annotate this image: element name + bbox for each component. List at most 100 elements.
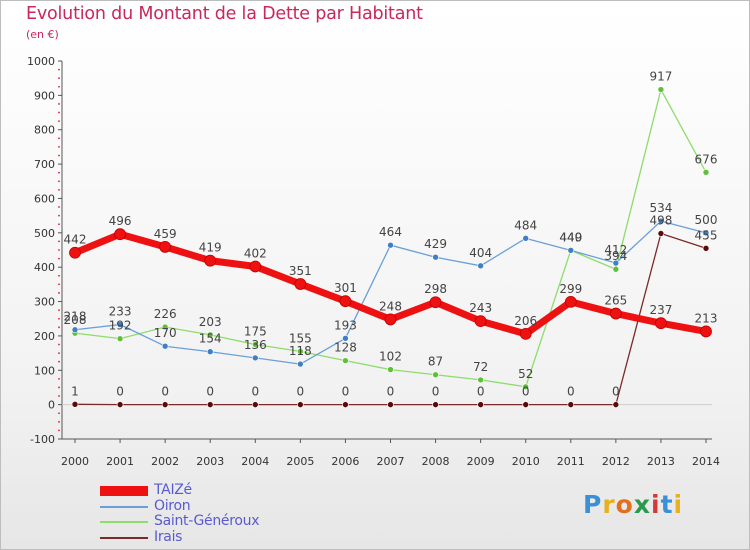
legend-swatch-oiron <box>100 506 148 508</box>
data-point <box>339 295 352 308</box>
legend-label-taize: TAIZé <box>154 482 192 498</box>
data-label: 0 <box>477 385 485 399</box>
y-minor-tick <box>58 206 60 208</box>
data-label: 412 <box>604 243 627 257</box>
x-tick-label: 2006 <box>331 455 359 468</box>
data-point <box>161 342 169 350</box>
data-point <box>702 244 710 252</box>
data-point <box>294 278 307 290</box>
logo-letter: i <box>651 490 661 519</box>
y-minor-tick <box>58 188 60 191</box>
data-label: 0 <box>387 385 395 399</box>
x-tick-label: 2008 <box>422 455 450 468</box>
y-minor-tick <box>58 146 60 148</box>
logo-letter: x <box>633 490 651 519</box>
y-tick-label: 400 <box>34 261 55 274</box>
y-minor-tick <box>58 68 60 71</box>
data-point <box>657 217 665 225</box>
data-point <box>387 366 394 373</box>
y-tick-label: 100 <box>34 364 55 377</box>
data-label: 419 <box>199 241 222 255</box>
data-label: 299 <box>559 282 582 296</box>
legend-label-oiron: Oiron <box>154 498 191 514</box>
data-point <box>342 357 349 364</box>
data-point <box>116 401 124 408</box>
data-label: 0 <box>567 385 575 399</box>
data-label: 298 <box>424 282 447 296</box>
data-point <box>522 401 530 408</box>
y-tick-label: 800 <box>34 124 55 137</box>
data-point <box>519 327 532 340</box>
data-point <box>567 401 575 408</box>
data-point <box>564 295 577 308</box>
y-minor-tick <box>58 326 60 329</box>
data-label: 394 <box>604 249 627 263</box>
y-minor-tick <box>58 249 60 251</box>
data-label: 404 <box>469 246 492 260</box>
data-label: 0 <box>116 385 124 399</box>
data-label: 72 <box>473 360 488 374</box>
data-label: 498 <box>649 214 672 228</box>
data-point <box>702 229 710 237</box>
data-label: 136 <box>244 338 267 352</box>
data-point <box>251 354 259 362</box>
y-minor-tick <box>58 257 60 260</box>
data-label: 226 <box>154 307 177 321</box>
data-label: 154 <box>199 332 222 346</box>
y-minor-tick <box>58 412 60 415</box>
y-minor-tick <box>58 360 60 363</box>
data-label: 0 <box>251 385 259 399</box>
x-tick-label: 2009 <box>467 455 495 468</box>
data-label: 464 <box>379 225 402 239</box>
legend-label-saint-generoux: Saint-Généroux <box>154 513 260 529</box>
data-point <box>161 401 169 408</box>
chart-title: Evolution du Montant de la Dette par Hab… <box>26 4 423 24</box>
legend-swatch-saint-generoux <box>100 521 148 523</box>
data-point <box>432 401 439 408</box>
y-minor-tick <box>58 274 60 277</box>
x-tick-label: 2007 <box>377 455 405 468</box>
data-label: 118 <box>289 344 312 358</box>
data-point <box>655 317 667 330</box>
data-point <box>387 241 394 249</box>
data-point <box>700 325 712 338</box>
y-tick-label: -100 <box>30 433 55 446</box>
data-label: 440 <box>559 230 582 244</box>
x-tick-label: 2014 <box>692 455 720 468</box>
data-label: 0 <box>206 385 214 399</box>
proxiti-logo: Proxiti <box>583 490 683 519</box>
y-tick-label: 700 <box>34 158 55 171</box>
data-label: 496 <box>109 214 132 228</box>
y-minor-tick <box>58 120 60 123</box>
x-tick-label: 2013 <box>647 455 675 468</box>
data-label: 0 <box>297 385 305 399</box>
data-label: 351 <box>289 264 312 278</box>
y-minor-tick <box>58 309 60 312</box>
data-point <box>251 401 259 408</box>
data-label: 0 <box>161 385 169 399</box>
y-tick-label: 1000 <box>27 55 55 68</box>
data-point <box>522 383 530 391</box>
y-minor-tick <box>58 429 60 432</box>
data-label: 206 <box>514 314 537 328</box>
data-point <box>522 235 530 242</box>
logo-letter: t <box>660 490 674 519</box>
data-label: 52 <box>518 367 533 381</box>
logo-letter: o <box>615 490 634 519</box>
y-tick-label: 0 <box>48 399 55 412</box>
data-point <box>612 265 620 273</box>
data-label: 218 <box>64 310 87 324</box>
y-tick-label: 500 <box>34 227 55 240</box>
data-label: 265 <box>604 294 627 308</box>
data-point <box>657 230 665 237</box>
x-tick-label: 2000 <box>61 455 89 468</box>
data-label: 534 <box>649 201 672 215</box>
data-point <box>249 260 262 273</box>
y-minor-tick <box>58 111 60 114</box>
data-point <box>342 401 349 408</box>
y-minor-tick <box>58 352 60 354</box>
data-point <box>251 341 259 348</box>
y-minor-tick <box>58 85 60 88</box>
